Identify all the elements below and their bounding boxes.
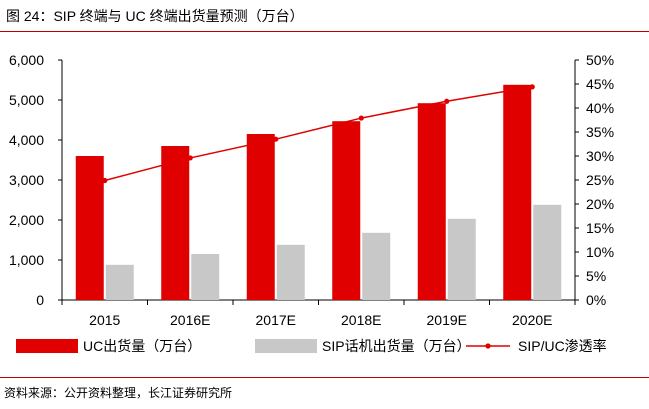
penetration-point bbox=[444, 98, 450, 104]
x-tick-label: 2017E bbox=[256, 312, 296, 328]
x-tick-label: 2018E bbox=[341, 312, 381, 328]
right-tick-label: 30% bbox=[586, 148, 614, 164]
right-tick-label: 40% bbox=[586, 100, 614, 116]
left-tick-label: 2,000 bbox=[9, 212, 44, 228]
sip-bar bbox=[191, 254, 220, 300]
x-tick-label: 2019E bbox=[427, 312, 467, 328]
right-tick-label: 20% bbox=[586, 196, 614, 212]
left-tick-label: 6,000 bbox=[9, 52, 44, 68]
source-note: 资料来源：公开资料整理，长江证券研究所 bbox=[4, 386, 233, 400]
source-rule bbox=[0, 377, 649, 378]
right-tick-label: 15% bbox=[586, 220, 614, 236]
penetration-point bbox=[529, 84, 535, 90]
legend: UC出货量（万台） SIP话机出货量（万台） SIP/UC渗透率 bbox=[16, 338, 607, 354]
x-tick-label: 2020E bbox=[512, 312, 552, 328]
right-tick-label: 0% bbox=[586, 292, 606, 308]
sip-bar bbox=[362, 232, 391, 300]
penetration-point bbox=[187, 155, 193, 161]
penetration-point bbox=[358, 115, 364, 121]
right-tick-label: 25% bbox=[586, 172, 614, 188]
penetration-point bbox=[273, 136, 279, 142]
left-tick-label: 3,000 bbox=[9, 172, 44, 188]
left-tick-label: 0 bbox=[36, 292, 44, 308]
legend-sip-label: SIP话机出货量（万台） bbox=[322, 338, 471, 354]
chart-title: 图 24：SIP 终端与 UC 终端出货量预测（万台） bbox=[6, 8, 304, 24]
right-tick-label: 10% bbox=[586, 244, 614, 260]
left-tick-label: 1,000 bbox=[9, 252, 44, 268]
sip-bar bbox=[533, 204, 562, 300]
penetration-point bbox=[102, 177, 108, 184]
x-tick-label: 2015 bbox=[89, 312, 120, 328]
right-tick-label: 50% bbox=[586, 52, 614, 68]
left-tick-label: 4,000 bbox=[9, 132, 44, 148]
title-rule bbox=[0, 31, 649, 32]
sip-bar bbox=[276, 244, 305, 300]
penetration-line bbox=[102, 84, 535, 184]
legend-uc-label: UC出货量（万台） bbox=[83, 338, 201, 354]
x-tick-label: 2016E bbox=[170, 312, 210, 328]
chart: 0 1,000 2,000 3,000 4,000 5,000 6,000 0% 5% 10% 15… bbox=[9, 52, 614, 354]
right-tick-label: 35% bbox=[586, 124, 614, 140]
left-tick-label: 5,000 bbox=[9, 92, 44, 108]
uc-bar bbox=[246, 134, 275, 300]
uc-bar bbox=[417, 103, 446, 300]
uc-bar bbox=[503, 84, 532, 300]
penetration-line-path bbox=[104, 86, 533, 182]
legend-uc-swatch bbox=[16, 339, 78, 353]
legend-ratio-label: SIP/UC渗透率 bbox=[518, 338, 607, 354]
uc-bar bbox=[161, 146, 190, 300]
legend-ratio-marker bbox=[485, 343, 491, 349]
sip-bar bbox=[447, 218, 476, 300]
axes bbox=[58, 59, 579, 305]
tick-labels: 0 1,000 2,000 3,000 4,000 5,000 6,000 0% 5% 10% 15… bbox=[9, 52, 614, 328]
bars bbox=[75, 84, 562, 300]
sip-bar bbox=[105, 264, 134, 300]
uc-bar bbox=[332, 121, 361, 300]
right-tick-label: 45% bbox=[586, 76, 614, 92]
uc-bar bbox=[75, 156, 104, 300]
right-tick-label: 5% bbox=[586, 268, 606, 284]
legend-sip-swatch bbox=[255, 339, 317, 353]
